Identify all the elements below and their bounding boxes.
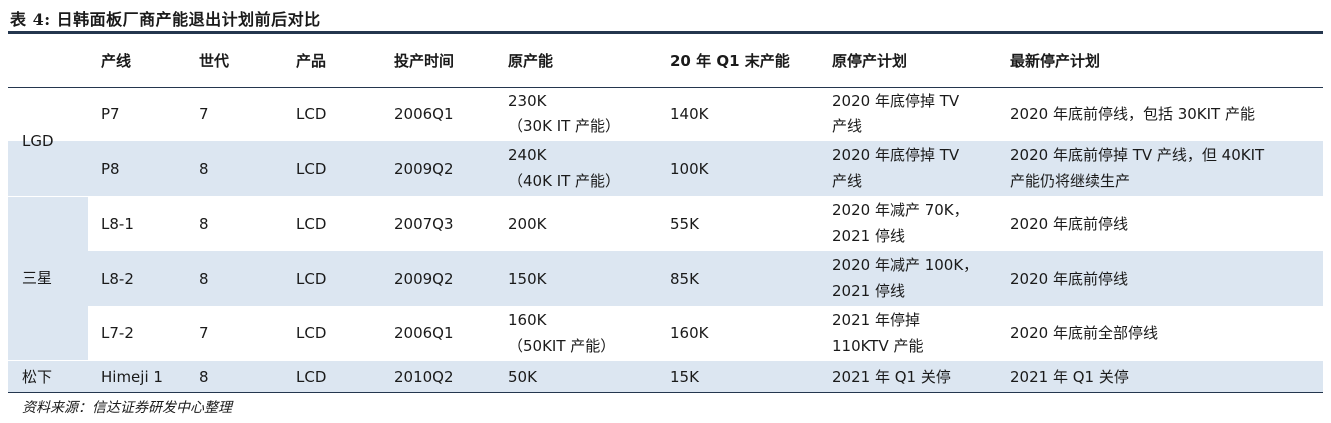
cell-start-time: 2010Q2 [394,368,454,386]
separator [8,196,1323,197]
cell-original-capacity: 240K [508,146,547,164]
cell-product: LCD [296,160,327,178]
cell-original-plan: 2021 年停掉 [832,311,920,329]
cell-original-capacity: 160K [508,311,547,329]
header-start-time: 投产时间 [394,52,455,70]
cell-line: L7-2 [101,324,134,342]
header-generation: 世代 [199,52,230,70]
group-label-samsung: 三星 [22,269,53,287]
cell-product: LCD [296,215,327,233]
cell-start-time: 2006Q1 [394,324,454,342]
group-label-panasonic: 松下 [22,368,53,386]
bottom-rule [8,392,1323,393]
header-original-capacity: 原产能 [508,52,554,70]
cell-new-plan: 2020 年底前停线 [1010,215,1128,233]
header-original-plan: 原停产计划 [832,52,908,70]
table-title: 表 4: 日韩面板厂商产能退出计划前后对比 [10,10,321,29]
cell-original-plan: 2020 年底停掉 TV [832,146,960,164]
cell-new-plan: 2021 年 Q1 关停 [1010,368,1129,386]
header-q1-capacity: 20 年 Q1 末产能 [670,52,790,70]
cell-original-plan-cont: 产线 [832,172,863,190]
cell-line: Himeji 1 [101,368,163,386]
cell-original-capacity: 50K [508,368,537,386]
row-band-l8-2 [88,251,1323,306]
cell-original-capacity: 150K [508,270,547,288]
cell-original-plan-cont: 2021 停线 [832,227,905,245]
cell-line: P8 [101,160,120,178]
cell-product: LCD [296,368,327,386]
cell-original-plan: 2021 年 Q1 关停 [832,368,951,386]
cell-start-time: 2009Q2 [394,160,454,178]
cell-new-plan-cont: 产能仍将继续生产 [1010,172,1131,190]
header-rule [8,87,1323,88]
cell-original-plan-cont: 产线 [832,117,863,135]
top-rule [8,31,1323,34]
cell-q1-capacity: 85K [670,270,699,288]
cell-q1-capacity: 160K [670,324,709,342]
cell-generation: 8 [199,215,209,233]
cell-new-plan: 2020 年底前全部停线 [1010,324,1158,342]
cell-original-plan-cont: 110KTV 产能 [832,337,924,355]
cell-product: LCD [296,270,327,288]
cell-original-capacity-note: （40K IT 产能） [508,172,621,190]
cell-start-time: 2009Q2 [394,270,454,288]
cell-original-plan: 2020 年减产 100K， [832,256,979,274]
source-note: 资料来源：信达证券研发中心整理 [22,400,232,416]
cell-q1-capacity: 15K [670,368,699,386]
cell-generation: 7 [199,105,209,123]
row-band-himeji [8,360,1323,392]
header-line: 产线 [101,52,132,70]
cell-new-plan: 2020 年底前停掉 TV 产线，但 40KIT [1010,146,1265,164]
cell-start-time: 2007Q3 [394,215,454,233]
cell-line: P7 [101,105,120,123]
cell-original-capacity-note: （50KIT 产能） [508,337,616,355]
cell-original-plan: 2020 年减产 70K， [832,201,969,219]
cell-line: L8-2 [101,270,134,288]
cell-line: L8-1 [101,215,134,233]
cell-new-plan: 2020 年底前停线，包括 30KIT 产能 [1010,105,1255,123]
cell-original-capacity: 200K [508,215,547,233]
cell-generation: 8 [199,270,209,288]
row-band-p8 [8,141,1323,196]
cell-original-capacity: 230K [508,92,547,110]
cell-start-time: 2006Q1 [394,105,454,123]
cell-product: LCD [296,324,327,342]
cell-q1-capacity: 140K [670,105,709,123]
cell-generation: 8 [199,368,209,386]
cell-generation: 7 [199,324,209,342]
cell-original-plan-cont: 2021 停线 [832,282,905,300]
cell-original-capacity-note: （30K IT 产能） [508,117,621,135]
header-new-plan: 最新停产计划 [1010,52,1101,70]
separator [8,360,1323,361]
group-label-lgd: LGD [22,132,54,150]
cell-generation: 8 [199,160,209,178]
cell-q1-capacity: 55K [670,215,699,233]
group-band-samsung [8,196,88,360]
cell-original-plan: 2020 年底停掉 TV [832,92,960,110]
cell-new-plan: 2020 年底前停线 [1010,270,1128,288]
cell-q1-capacity: 100K [670,160,709,178]
cell-product: LCD [296,105,327,123]
header-product: 产品 [296,52,327,70]
